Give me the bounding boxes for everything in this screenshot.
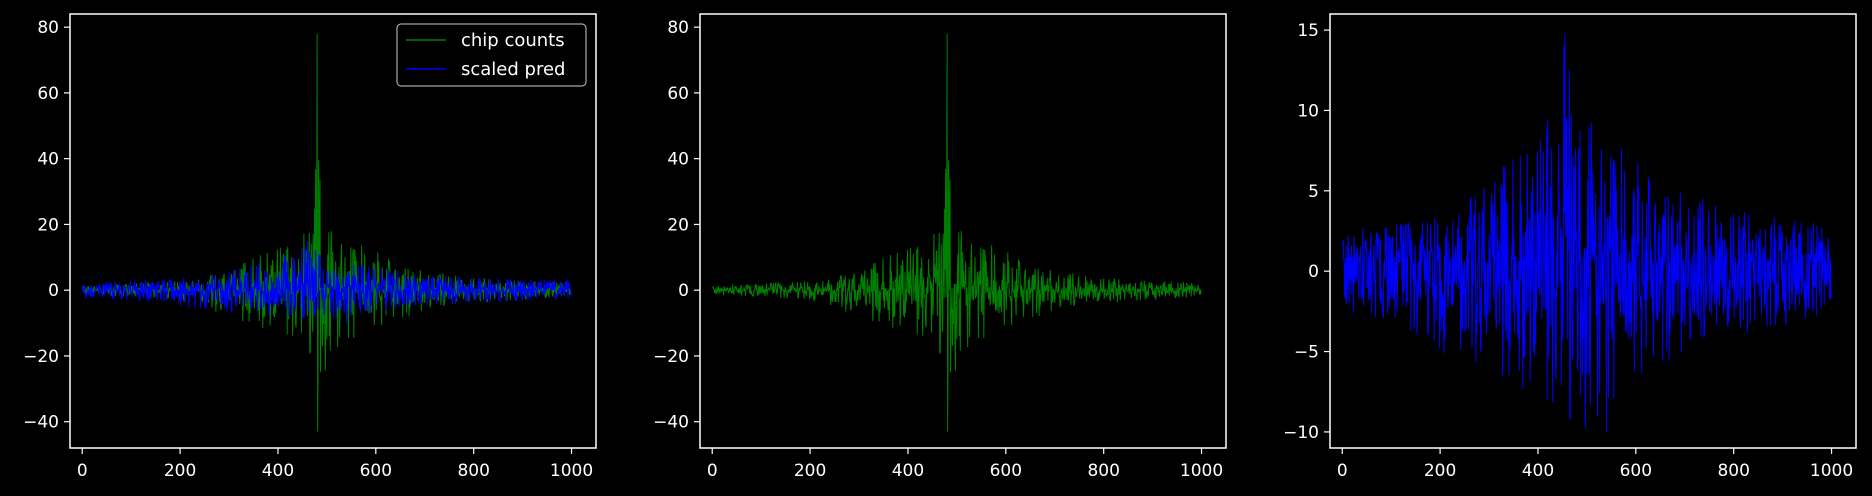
y-tick-label: −40 [653, 413, 689, 433]
x-tick-label: 600 [360, 461, 392, 481]
x-tick-label: 600 [990, 461, 1022, 481]
x-tick-label: 800 [1717, 461, 1749, 481]
panel-3-ticks: 0 200 400 600 800 1000 −10 −5 0 5 10 15 [1283, 21, 1853, 481]
panel-1-ticks: 0 200 400 600 800 1000 −40 −20 0 20 40 60 80 [23, 18, 593, 481]
y-tick-label: 80 [667, 18, 689, 38]
panel-2-frame [699, 13, 1227, 449]
y-tick-label: 10 [1297, 101, 1319, 121]
series-line-series-0 [1341, 33, 1832, 432]
panel-3-frame [1329, 13, 1857, 449]
panel-3-series [1341, 33, 1832, 432]
y-tick-label: 0 [1308, 262, 1319, 282]
x-tick-label: 800 [1087, 461, 1119, 481]
x-tick-label: 0 [1337, 461, 1348, 481]
panel-3: 0 200 400 600 800 1000 −10 −5 0 5 10 15 [1283, 13, 1857, 481]
x-tick-label: 600 [1620, 461, 1652, 481]
y-tick-label: −5 [1294, 343, 1319, 363]
y-tick-label: −20 [23, 347, 59, 367]
y-tick-label: 20 [37, 215, 59, 235]
panel-2: 0 200 400 600 800 1000 −40 −20 0 20 40 60 80 [653, 13, 1227, 481]
x-tick-label: 200 [794, 461, 826, 481]
y-tick-label: 60 [37, 84, 59, 104]
x-tick-label: 0 [707, 461, 718, 481]
y-tick-label: 15 [1297, 21, 1319, 41]
x-tick-label: 200 [164, 461, 196, 481]
x-tick-label: 1000 [1810, 461, 1853, 481]
series-line-series-0 [712, 33, 1202, 432]
panel-2-ticks: 0 200 400 600 800 1000 −40 −20 0 20 40 60 80 [653, 18, 1223, 481]
y-tick-label: 80 [37, 18, 59, 38]
y-tick-label: −20 [653, 347, 689, 367]
panel-1-legend: chip counts scaled pred [396, 23, 587, 87]
panel-2-series [712, 33, 1202, 432]
y-tick-label: 5 [1308, 182, 1319, 202]
y-tick-label: 60 [667, 84, 689, 104]
series-line-scaled-pred [81, 240, 572, 324]
x-tick-label: 1000 [550, 461, 593, 481]
panel-1: 0 200 400 600 800 1000 −40 −20 0 20 40 60 80 chip co… [23, 13, 597, 481]
panel-1-frame [69, 13, 597, 449]
x-tick-label: 1000 [1180, 461, 1223, 481]
y-tick-label: 40 [37, 150, 59, 170]
y-tick-label: 0 [678, 281, 689, 301]
y-tick-label: 40 [667, 150, 689, 170]
y-tick-label: −40 [23, 413, 59, 433]
x-tick-label: 400 [892, 461, 924, 481]
legend-label-chip-counts: chip counts [461, 30, 565, 51]
x-tick-label: 0 [77, 461, 88, 481]
x-tick-label: 200 [1424, 461, 1456, 481]
y-tick-label: −10 [1283, 423, 1319, 443]
y-tick-label: 20 [667, 215, 689, 235]
y-tick-label: 0 [48, 281, 59, 301]
legend-label-scaled-pred: scaled pred [461, 59, 565, 80]
x-tick-label: 400 [1522, 461, 1554, 481]
x-tick-label: 800 [457, 461, 489, 481]
x-tick-label: 400 [262, 461, 294, 481]
panel-1-series [81, 33, 572, 432]
